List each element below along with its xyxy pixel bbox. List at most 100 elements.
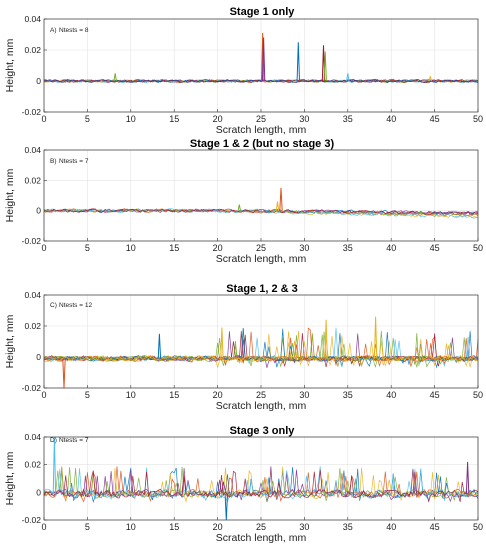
- panel-c-spike: [220, 327, 224, 359]
- panel-a-spike: [323, 51, 327, 82]
- panel-c-x-tick-label: 40: [386, 390, 396, 400]
- panel-d-tag: D): [50, 437, 57, 444]
- panel-c-ntests: Ntests = 12: [59, 302, 92, 309]
- panel-a-x-axis-label: Scratch length, mm: [216, 124, 307, 136]
- panel-a-spike: [346, 73, 350, 82]
- panel-d-ntests: Ntests = 7: [59, 437, 89, 444]
- panel-d-x-tick-label: 40: [386, 522, 396, 532]
- panel-d-plot: 0 5 10 15 20 25 30 35 40 45 50-0.0200.020.04Scratc…: [4, 432, 483, 544]
- panel-b-y-tick-label: -0.02: [22, 236, 42, 246]
- panel-c: Stage 1, 2 & 3 0 5 10 15 20 25 30 35 40 45 50 -0.02…: [4, 283, 483, 412]
- panel-c-spike: [157, 333, 162, 359]
- panel-d-series-line: [43, 466, 479, 503]
- panel-c-y-tick-label: 0.04: [24, 290, 41, 300]
- panel-d-x-axis-label: Scratch length, mm: [216, 532, 307, 544]
- panel-c-plot: 0 5 10 15 20 25 30 35 40 45 50-0.0200.020.04Scratc…: [4, 290, 483, 412]
- panel-d-y-axis-label: Height, mm: [4, 451, 16, 505]
- panel-a-spike: [113, 73, 117, 82]
- panel-b-series-line: [43, 208, 479, 216]
- panel-b-plot: 0 5 10 15 20 25 30 35 40 45 50-0.0200.020.04Scratc…: [4, 145, 483, 265]
- panel-b-x-tick-label: 40: [386, 243, 396, 253]
- panel-b-x-axis-label: Scratch length, mm: [216, 253, 307, 265]
- panel-b-ntests: Ntests = 7: [59, 158, 89, 165]
- panel-b-y-axis-label: Height, mm: [4, 168, 16, 222]
- panel-d-x-tick-label: 5: [85, 522, 90, 532]
- panel-a-spike: [428, 76, 432, 82]
- panel-a-series-line: [43, 79, 479, 84]
- panel-a-x-tick-label: 50: [473, 114, 483, 124]
- panel-d-x-tick-label: 30: [299, 522, 309, 532]
- panel-a-x-tick-label: 45: [430, 114, 440, 124]
- panel-c-x-tick-label: 0: [41, 390, 46, 400]
- panel-a-y-axis-label: Height, mm: [4, 38, 16, 92]
- panel-b-tag: B): [50, 158, 57, 165]
- panel-c-spike: [324, 319, 328, 359]
- panel-a-x-tick-label: 25: [256, 114, 266, 124]
- panel-b-x-tick-label: 25: [256, 243, 266, 253]
- panel-c-x-axis-label: Scratch length, mm: [216, 400, 307, 412]
- panel-c-series-line: [43, 328, 479, 367]
- panel-c-x-tick-label: 35: [343, 390, 353, 400]
- panel-d-x-tick-label: 15: [169, 522, 179, 532]
- panel-a-axes-frame: [43, 18, 479, 113]
- panel-c-series-line: [43, 327, 479, 368]
- panel-a-tag: A): [50, 27, 57, 34]
- panel-a-title: Stage 1 only: [230, 6, 296, 18]
- panel-b-title: Stage 1 & 2 (but no stage 3): [190, 138, 335, 150]
- panel-a-ntests: Ntests = 8: [59, 27, 89, 34]
- panel-b-spike: [275, 201, 280, 211]
- panel-a-spike: [261, 37, 266, 82]
- panel-a-x-tick-label: 35: [343, 114, 353, 124]
- panel-b-x-tick-label: 15: [169, 243, 179, 253]
- panel-c-x-tick-label: 10: [126, 390, 136, 400]
- panel-c-tag: C): [50, 302, 57, 309]
- panel-d-x-tick-label: 10: [126, 522, 136, 532]
- panel-d-axes-frame: [43, 436, 479, 521]
- panel-c-y-axis-label: Height, mm: [4, 314, 16, 368]
- panel-d-x-tick-label: 0: [41, 522, 46, 532]
- panel-c-y-tick-label: -0.02: [22, 383, 42, 393]
- panel-b-axes-frame: [43, 149, 479, 242]
- panel-b-x-tick-label: 20: [213, 243, 223, 253]
- panel-a-spike: [261, 32, 265, 82]
- panel-b-y-tick-label: 0.04: [24, 145, 41, 155]
- panel-a-y-tick-label: 0: [36, 76, 41, 86]
- panel-a-spike: [296, 42, 300, 82]
- panel-d-x-tick-label: 45: [430, 522, 440, 532]
- panel-d: Stage 3 only 0 5 10 15 20 25 30 35 40 45 50-0.0200…: [4, 425, 483, 544]
- panel-b-x-tick-label: 0: [41, 243, 46, 253]
- panel-b-y-tick-label: 0: [36, 206, 41, 216]
- panel-d-series-line: [43, 469, 479, 503]
- panel-d-x-tick-label: 35: [343, 522, 353, 532]
- panel-c-x-tick-label: 45: [430, 390, 440, 400]
- panel-c-x-tick-label: 50: [473, 390, 483, 400]
- panel-a-x-tick-label: 5: [85, 114, 90, 124]
- panel-c-x-tick-label: 20: [213, 390, 223, 400]
- panel-d-y-tick-label: 0.02: [24, 460, 41, 470]
- panel-c-x-tick-label: 30: [299, 390, 309, 400]
- panel-a-x-tick-label: 10: [126, 114, 136, 124]
- panel-b-series-line: [43, 208, 479, 219]
- panel-d-y-tick-label: 0: [36, 487, 41, 497]
- panel-d-spike: [465, 461, 470, 494]
- panel-a-x-tick-label: 0: [41, 114, 46, 124]
- panel-b-x-tick-label: 50: [473, 243, 483, 253]
- panel-c-spike: [373, 316, 378, 359]
- panel-b-x-tick-label: 10: [126, 243, 136, 253]
- panel-a-x-tick-label: 20: [213, 114, 223, 124]
- panel-d-x-tick-label: 20: [213, 522, 223, 532]
- panel-d-y-tick-label: -0.02: [22, 515, 42, 525]
- panel-a: Stage 1 only 0 5 10 15 20 25 30 35 40 45 50-0.0200…: [4, 6, 483, 136]
- panel-d-title: Stage 3 only: [230, 425, 296, 437]
- panel-a-x-tick-label: 15: [169, 114, 179, 124]
- panel-c-y-tick-label: 0.02: [24, 321, 41, 331]
- panel-c-series-line: [43, 330, 479, 368]
- panel-c-x-tick-label: 15: [169, 390, 179, 400]
- panel-b: Stage 1 & 2 (but no stage 3) 0 5 10 15 20 25 3…: [4, 138, 483, 265]
- panel-d-x-tick-label: 50: [473, 522, 483, 532]
- panel-b-x-tick-label: 45: [430, 243, 440, 253]
- panel-d-y-tick-label: 0.04: [24, 432, 41, 442]
- panel-b-y-tick-label: 0.02: [24, 175, 41, 185]
- panel-c-x-tick-label: 5: [85, 390, 90, 400]
